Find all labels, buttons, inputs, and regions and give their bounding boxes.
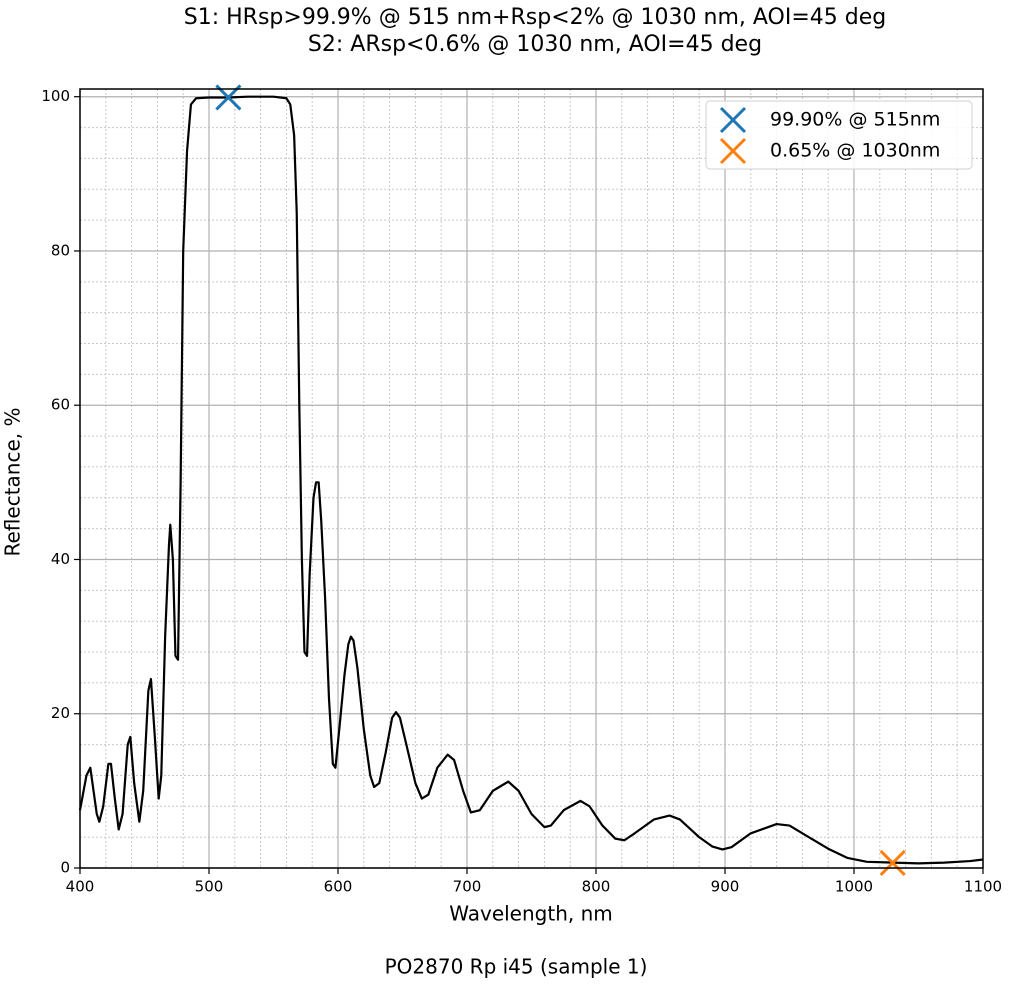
marker xyxy=(879,849,906,877)
x-tick-label: 600 xyxy=(324,878,353,896)
x-tick-label: 500 xyxy=(195,878,224,896)
x-tick-label: 900 xyxy=(711,878,740,896)
x-tick-label: 400 xyxy=(66,878,95,896)
x-tick-label: 1000 xyxy=(835,878,873,896)
x-tick-label: 1100 xyxy=(964,878,1002,896)
y-tick-label: 100 xyxy=(41,87,70,105)
caption: PO2870 Rp i45 (sample 1) xyxy=(385,955,648,979)
legend-label: 0.65% @ 1030nm xyxy=(770,140,940,162)
plot-frame xyxy=(79,88,984,869)
legend-marker xyxy=(719,106,747,134)
y-axis-label: Reflectance, % xyxy=(1,408,25,557)
chart-title: S1: HRsp>99.9% @ 515 nm+Rsp<2% @ 1030 nm… xyxy=(184,5,886,30)
y-tick-label: 40 xyxy=(51,550,70,568)
x-tick-label: 700 xyxy=(453,878,482,896)
legend-marker xyxy=(719,137,747,165)
line-series xyxy=(78,95,984,865)
y-tick-label: 20 xyxy=(51,704,70,722)
chart-title: S2: ARsp<0.6% @ 1030 nm, AOI=45 deg xyxy=(308,32,762,57)
x-axis-label: Wavelength, nm xyxy=(449,902,613,926)
y-tick-label: 60 xyxy=(51,396,70,414)
legend-box xyxy=(705,100,973,170)
y-tick-label: 80 xyxy=(51,241,70,259)
x-tick-label: 800 xyxy=(582,878,611,896)
y-tick-label: 0 xyxy=(60,859,70,877)
legend-label: 99.90% @ 515nm xyxy=(770,109,940,131)
